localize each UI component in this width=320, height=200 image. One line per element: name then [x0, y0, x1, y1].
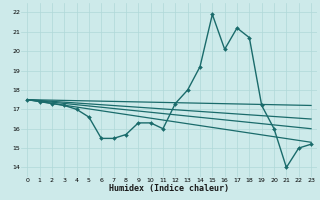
X-axis label: Humidex (Indice chaleur): Humidex (Indice chaleur): [109, 184, 229, 193]
